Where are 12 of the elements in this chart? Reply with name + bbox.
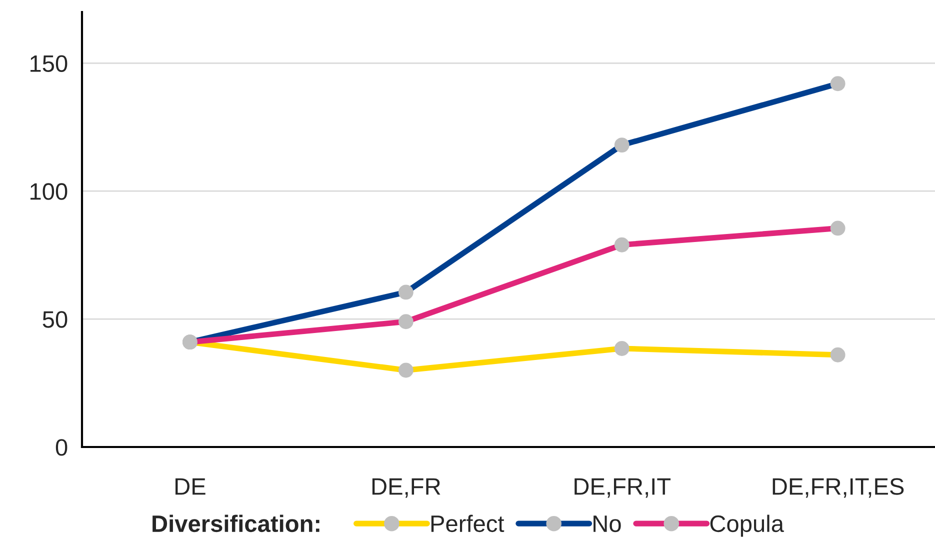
- x-tick-label: DE,FR,IT: [574, 478, 671, 498]
- x-tick-label: DE,FR,IT,ES: [772, 478, 904, 498]
- legend-label: No: [594, 516, 621, 532]
- y-tick-label: 0: [56, 439, 68, 456]
- legend-label: Copula: [710, 514, 784, 537]
- legend-label: Perfect: [431, 514, 504, 532]
- legend-title: Diversification:: [152, 514, 320, 532]
- y-tick-label: 150: [30, 55, 68, 72]
- y-tick-label: 50: [42, 311, 68, 328]
- x-tick-label: DE: [176, 478, 206, 495]
- x-tick-label: DE,FR: [372, 478, 440, 498]
- y-tick-label: 100: [30, 183, 68, 200]
